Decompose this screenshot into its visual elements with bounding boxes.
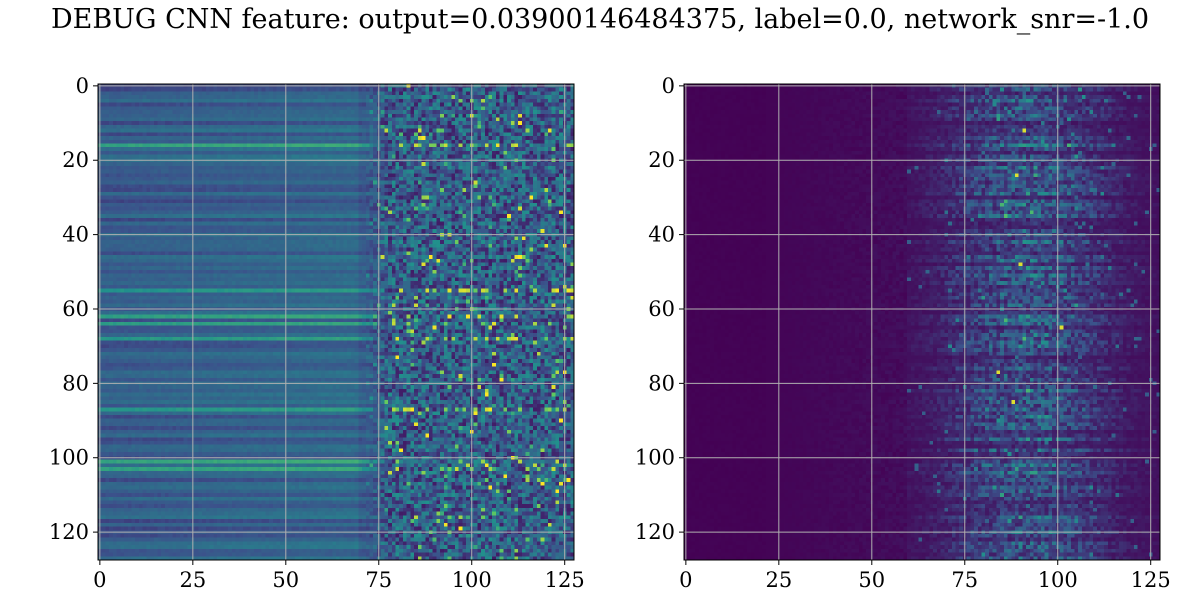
right-x-tick-label-75: 75: [951, 568, 978, 592]
heatmap-right-image: [684, 84, 1160, 560]
left-y-tick-label-60: 60: [62, 297, 89, 321]
right-x-tick-label-125: 125: [1131, 568, 1171, 592]
left-y-tick-label-120: 120: [49, 520, 89, 544]
right-x-tick-label-0: 0: [679, 568, 692, 592]
right-y-tick-label-20: 20: [648, 148, 675, 172]
left-y-tick-label-100: 100: [49, 446, 89, 470]
right-x-tick-label-25: 25: [765, 568, 792, 592]
right-x-tick-label-100: 100: [1038, 568, 1078, 592]
left-y-tick-label-0: 0: [76, 74, 89, 98]
right-axes-frame: [683, 83, 1161, 561]
left-x-tick-label-125: 125: [545, 568, 585, 592]
right-x-tick-label-50: 50: [858, 568, 885, 592]
left-y-tick-label-80: 80: [62, 371, 89, 395]
right-y-tick-label-40: 40: [648, 223, 675, 247]
figure-title: DEBUG CNN feature: output=0.039001464843…: [50, 4, 1150, 35]
left-axes-frame: [97, 83, 575, 561]
left-x-tick-label-50: 50: [272, 568, 299, 592]
left-x-tick-label-0: 0: [93, 568, 106, 592]
left-y-tick-label-40: 40: [62, 223, 89, 247]
right-y-tick-label-60: 60: [648, 297, 675, 321]
left-y-tick-label-20: 20: [62, 148, 89, 172]
right-y-tick-label-0: 0: [662, 74, 675, 98]
left-x-tick-label-100: 100: [452, 568, 492, 592]
right-y-tick-label-80: 80: [648, 371, 675, 395]
right-y-tick-label-100: 100: [635, 446, 675, 470]
left-x-tick-label-25: 25: [179, 568, 206, 592]
right-y-tick-label-120: 120: [635, 520, 675, 544]
heatmap-left-image: [98, 84, 574, 560]
left-x-tick-label-75: 75: [365, 568, 392, 592]
